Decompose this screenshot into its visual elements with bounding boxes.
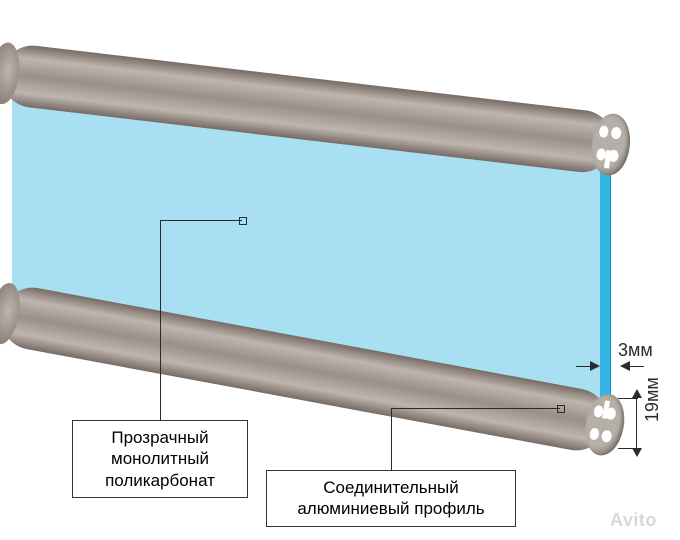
panel-label-line: Прозрачный [83, 427, 237, 448]
profile-label-line: Соединительный [277, 477, 505, 498]
thickness-dim-line [630, 366, 644, 367]
panel-leader-vertical [160, 220, 161, 420]
thickness-dim-line [576, 366, 590, 367]
panel-edge-strip [600, 160, 611, 408]
thickness-dimension-text: 3мм [618, 340, 653, 361]
diameter-arrowhead [632, 448, 642, 457]
thickness-arrowhead [590, 361, 600, 371]
profile-leader-horizontal [391, 408, 560, 409]
profile-label: Соединительныйалюминиевый профиль [266, 470, 516, 527]
panel-label-line: поликарбонат [83, 470, 237, 491]
panel-label: Прозрачныймонолитныйполикарбонат [72, 420, 248, 498]
diameter-dimension-text: 19мм [642, 377, 663, 422]
thickness-arrowhead [620, 361, 630, 371]
diameter-arrowhead [632, 389, 642, 398]
panel-leader-horizontal [160, 220, 242, 221]
profile-label-line: алюминиевый профиль [277, 498, 505, 519]
watermark-text: Avito [610, 510, 657, 531]
profile-leader-vertical [391, 408, 392, 470]
panel-leader-dot [239, 217, 247, 225]
profile-leader-dot [557, 405, 565, 413]
diameter-dim-line [636, 398, 637, 448]
panel-label-line: монолитный [83, 448, 237, 469]
